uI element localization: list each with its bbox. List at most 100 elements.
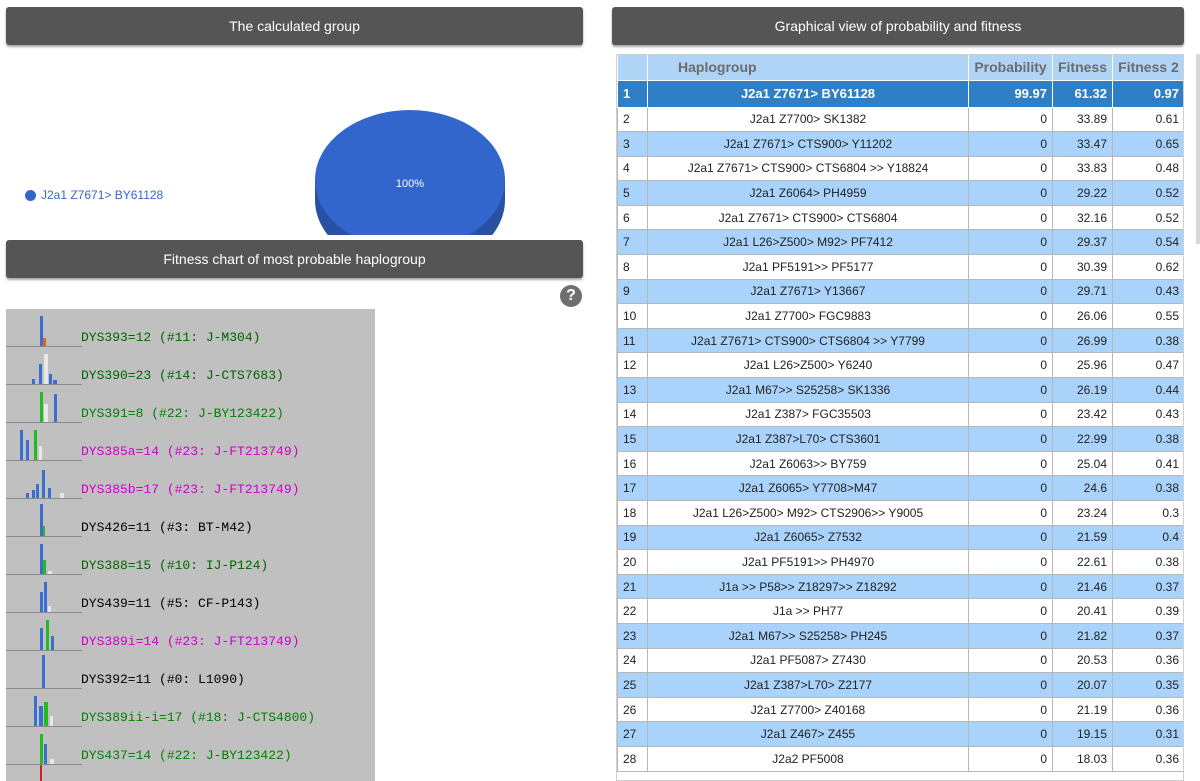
help-icon[interactable]: ? — [560, 285, 582, 307]
table-row[interactable]: 3 J2a1 Z7671> CTS900> Y11202 0 33.47 0.65 — [617, 131, 1183, 157]
row-fitness: 22.61 — [1052, 549, 1113, 575]
table-row[interactable]: 13 J2a1 M67>> S25258> SK1336 0 26.19 0.44 — [617, 377, 1183, 403]
table-row[interactable]: 8 J2a1 PF5191>> PF5177 0 30.39 0.62 — [617, 254, 1183, 280]
row-fitness: 26.99 — [1052, 327, 1113, 354]
table-row[interactable]: 23 J2a1 M67>> S25258> PH245 0 21.82 0.37 — [617, 622, 1183, 649]
fitness-row: DYS392=11 (#0: L1090) — [6, 651, 375, 689]
row-fitness-2: 0.62 — [1112, 254, 1183, 280]
row-index: 5 — [617, 180, 648, 206]
fitness-baseline — [6, 536, 82, 537]
row-haplogroup: J2a1 PF5191>> PH4970 — [647, 549, 969, 575]
row-haplogroup: J2a2 PF5008 — [647, 745, 969, 772]
table-row[interactable]: 6 J2a1 Z7671> CTS900> CTS6804 0 32.16 0.52 — [617, 204, 1183, 231]
table-row[interactable]: 4 J2a1 Z7671> CTS900> CTS6804 >> Y18824 0 3… — [617, 155, 1183, 182]
table-row[interactable]: 19 J2a1 Z6065> Z7532 0 21.59 0.4 — [617, 524, 1183, 551]
table-row[interactable]: 26 J2a1 Z7700> Z40168 0 21.19 0.36 — [617, 696, 1183, 723]
row-probability: 0 — [968, 745, 1053, 772]
table-row[interactable]: 7 J2a1 L26>Z500> M92> PF7412 0 29.37 0.54 — [617, 229, 1183, 256]
fitness-row: DYS393=12 (#11: J-M304) — [6, 309, 375, 347]
fitness-bar — [48, 606, 51, 612]
fitness-baseline — [6, 574, 82, 575]
row-probability: 0 — [968, 426, 1053, 452]
row-haplogroup: J2a1 Z7671> CTS900> CTS6804 — [647, 204, 969, 231]
table-row[interactable]: 22 J1a >> PH77 0 20.41 0.39 — [617, 598, 1183, 624]
table-row[interactable]: 1 J2a1 Z7671> BY61128 99.97 61.32 0.97 — [617, 79, 1183, 108]
pie-legend[interactable]: J2a1 Z7671> BY61128 — [25, 188, 163, 202]
table-row[interactable]: 28 J2a2 PF5008 0 18.03 0.36 — [617, 745, 1183, 772]
table-row[interactable]: 2 J2a1 Z7700> SK1382 0 33.89 0.61 — [617, 106, 1183, 133]
row-probability: 0 — [968, 327, 1053, 354]
table-row[interactable]: 9 J2a1 Z7671> Y13667 0 29.71 0.43 — [617, 278, 1183, 305]
row-fitness-2: 0.43 — [1112, 401, 1183, 428]
row-haplogroup: J2a1 Z6063>> BY759 — [647, 450, 969, 477]
fitness-bar — [34, 430, 37, 460]
table-row[interactable]: 20 J2a1 PF5191>> PH4970 0 22.61 0.38 — [617, 549, 1183, 575]
row-fitness: 21.59 — [1052, 524, 1113, 551]
row-probability: 0 — [968, 377, 1053, 403]
column-header-fitness-2[interactable]: Fitness 2 — [1112, 55, 1183, 80]
row-index: 3 — [617, 131, 648, 157]
table-header-row: Haplogroup Probability Fitness Fitness 2 — [617, 55, 1183, 80]
row-fitness: 30.39 — [1052, 254, 1113, 280]
fitness-row: DYS385b=17 (#23: J-FT213749) — [6, 461, 375, 499]
row-fitness-2: 0.38 — [1112, 475, 1183, 501]
fitness-bar — [48, 571, 52, 574]
column-header-haplogroup[interactable]: Haplogroup — [647, 55, 969, 80]
row-haplogroup: J2a1 Z6065> Z7532 — [647, 524, 969, 551]
table-row[interactable]: 15 J2a1 Z387>L70> CTS3601 0 22.99 0.38 — [617, 426, 1183, 452]
fitness-row: DYS390=23 (#14: J-CTS7683) — [6, 347, 375, 385]
row-index: 17 — [617, 475, 648, 501]
page-scrollbar[interactable] — [1196, 54, 1200, 244]
row-fitness-2: 0.44 — [1112, 377, 1183, 403]
row-fitness-2: 0.37 — [1112, 573, 1183, 600]
column-header-probability[interactable]: Probability — [968, 55, 1053, 80]
row-probability: 0 — [968, 204, 1053, 231]
table-row[interactable]: 25 J2a1 Z387>L70> Z2177 0 20.07 0.35 — [617, 672, 1183, 698]
table-row[interactable]: 12 J2a1 L26>Z500> Y6240 0 25.96 0.47 — [617, 352, 1183, 379]
row-index: 27 — [617, 721, 648, 747]
table-row[interactable]: 21 J1a >> P58>> Z18297>> Z18292 0 21.46 0.37 — [617, 573, 1183, 600]
table-row[interactable]: 11 J2a1 Z7671> CTS900> CTS6804 >> Y7799 0 2… — [617, 327, 1183, 354]
column-header-fitness[interactable]: Fitness — [1052, 55, 1113, 80]
pie-legend-label: J2a1 Z7671> BY61128 — [41, 188, 164, 202]
row-index: 25 — [617, 672, 648, 698]
row-fitness: 61.32 — [1052, 79, 1113, 108]
fitness-baseline — [6, 650, 82, 651]
fitness-bar — [40, 592, 43, 612]
table-row[interactable]: 5 J2a1 Z6064> PH4959 0 29.22 0.52 — [617, 180, 1183, 206]
row-haplogroup: J2a1 Z6065> Y7708>M47 — [647, 475, 969, 501]
fitness-bar — [40, 628, 43, 650]
row-haplogroup: J2a1 L26>Z500> M92> PF7412 — [647, 229, 969, 256]
table-row[interactable]: 27 J2a1 Z467> Z455 0 19.15 0.31 — [617, 721, 1183, 747]
fitness-bar — [48, 488, 51, 498]
row-haplogroup: J2a1 M67>> S25258> SK1336 — [647, 377, 969, 403]
table-row[interactable]: 14 J2a1 Z387> FGC35503 0 23.42 0.43 — [617, 401, 1183, 428]
row-fitness-2: 0.48 — [1112, 155, 1183, 182]
row-probability: 0 — [968, 303, 1053, 329]
row-fitness: 22.99 — [1052, 426, 1113, 452]
fitness-row: DYS391=8 (#22: J-BY123422) — [6, 385, 375, 423]
table-row[interactable]: 10 J2a1 Z7700> FGC9883 0 26.06 0.55 — [617, 303, 1183, 329]
pie-chart[interactable] — [300, 100, 520, 235]
row-index: 15 — [617, 426, 648, 452]
row-fitness: 20.07 — [1052, 672, 1113, 698]
pie-slice[interactable] — [315, 110, 505, 235]
row-index: 28 — [617, 745, 648, 772]
haplogroup-table: Haplogroup Probability Fitness Fitness 2… — [617, 55, 1183, 772]
fitness-bar — [42, 655, 45, 688]
haplogroup-table-container[interactable]: Haplogroup Probability Fitness Fitness 2… — [616, 54, 1184, 781]
fitness-bar — [34, 696, 37, 726]
table-row[interactable]: 24 J2a1 PF5087> Z7430 0 20.53 0.36 — [617, 647, 1183, 674]
table-row[interactable]: 17 J2a1 Z6065> Y7708>M47 0 24.6 0.38 — [617, 475, 1183, 501]
row-fitness-2: 0.47 — [1112, 352, 1183, 379]
fitness-bar — [40, 765, 42, 781]
fitness-row: DYS437=14 (#22: J-BY123422) — [6, 727, 375, 765]
fitness-row: DYS439=11 (#5: CF-P143) — [6, 575, 375, 613]
row-fitness: 26.06 — [1052, 303, 1113, 329]
table-row[interactable]: 16 J2a1 Z6063>> BY759 0 25.04 0.41 — [617, 450, 1183, 477]
row-haplogroup: J2a1 Z7700> Z40168 — [647, 696, 969, 723]
row-fitness-2: 0.38 — [1112, 549, 1183, 575]
table-row[interactable]: 18 J2a1 L26>Z500> M92> CTS2906>> Y9005 0 23… — [617, 500, 1183, 526]
row-probability: 0 — [968, 401, 1053, 428]
fitness-bar — [20, 430, 23, 460]
